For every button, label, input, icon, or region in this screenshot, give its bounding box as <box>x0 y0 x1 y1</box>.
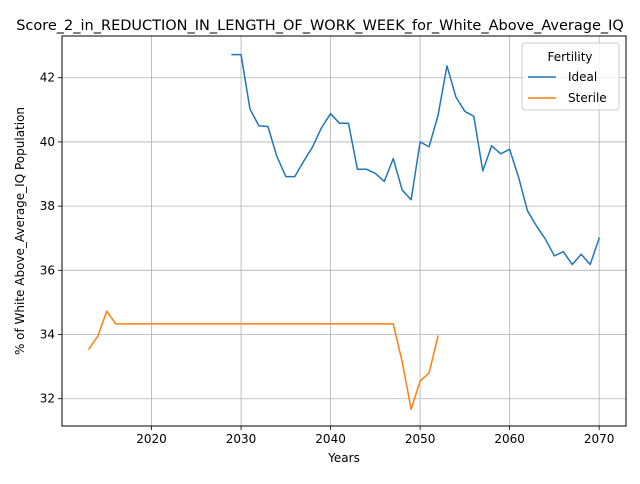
x-tick-label: 2040 <box>315 432 346 446</box>
y-tick-label: 40 <box>40 135 55 149</box>
y-tick-label: 34 <box>40 328 55 342</box>
legend-label-sterile: Sterile <box>568 91 607 105</box>
legend-label-ideal: Ideal <box>568 70 597 84</box>
legend: Fertility Ideal Sterile <box>521 42 620 111</box>
y-tick-label: 36 <box>40 263 55 277</box>
y-tick-label: 38 <box>40 199 55 213</box>
x-axis-label: Years <box>327 451 360 465</box>
series-line-ideal <box>231 53 601 266</box>
x-tick-label: 2070 <box>584 432 615 446</box>
x-tick-label: 2020 <box>136 432 167 446</box>
x-tick-label: 2060 <box>494 432 525 446</box>
legend-title: Fertility <box>547 50 592 64</box>
legend-box <box>521 42 620 111</box>
y-tick-label: 32 <box>40 392 55 406</box>
y-axis-label: % of White Above_Average_IQ Population <box>13 107 27 355</box>
plot-frame <box>61 35 627 427</box>
x-tick-label: 2030 <box>226 432 257 446</box>
series-lines <box>87 53 601 411</box>
x-tick-label: 2050 <box>405 432 436 446</box>
chart-title: Score_2_in_REDUCTION_IN_LENGTH_OF_WORK_W… <box>16 18 624 34</box>
y-tick-label: 42 <box>40 71 55 85</box>
axis-ticks: 2020 2030 2040 2050 2060 2070 32 34 36 38 40 42 <box>40 71 615 446</box>
series-line-sterile <box>87 310 439 411</box>
